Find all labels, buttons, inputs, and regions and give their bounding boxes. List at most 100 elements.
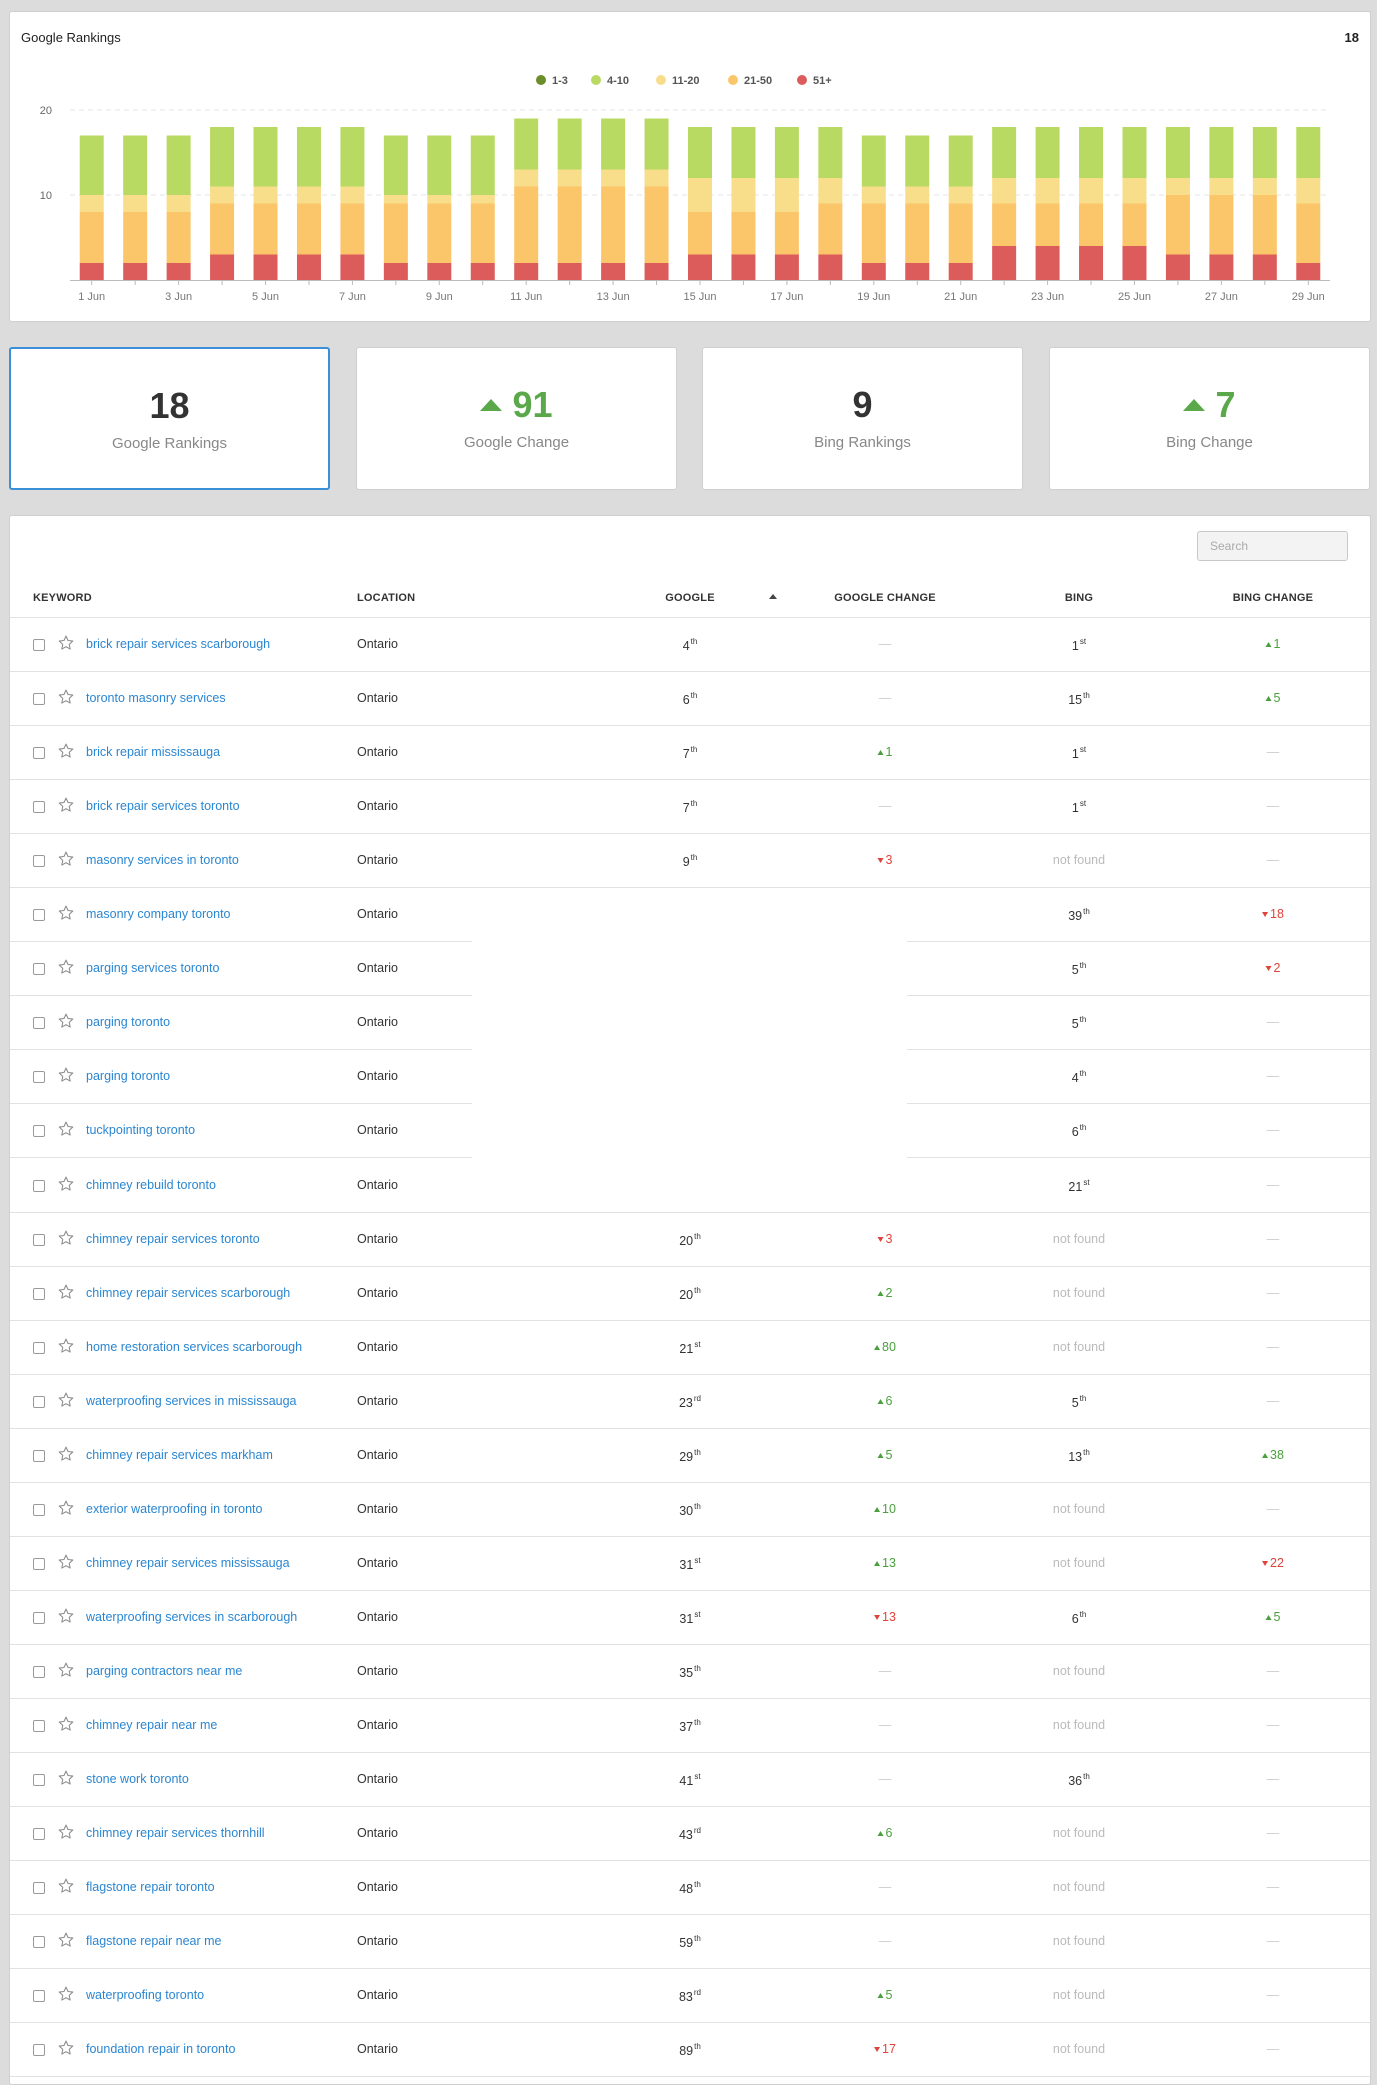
bar-segment-11-20[interactable] xyxy=(774,178,799,212)
favorite-star-icon[interactable] xyxy=(57,688,75,706)
table-row[interactable]: brick repair services scarborough Ontario… xyxy=(10,618,1370,672)
column-header-bing-change[interactable]: BING CHANGE xyxy=(1232,592,1314,604)
bar-segment-21-50[interactable] xyxy=(992,203,1017,247)
bar-segment-11-20[interactable] xyxy=(514,169,539,187)
bar-segment-51+[interactable] xyxy=(296,254,321,281)
favorite-star-icon[interactable] xyxy=(57,1337,75,1355)
keyword-link[interactable]: foundation repair in toronto xyxy=(86,2042,236,2057)
keyword-link[interactable]: chimney repair services thornhill xyxy=(86,1826,265,1841)
keyword-link[interactable]: chimney rebuild toronto xyxy=(86,1177,216,1192)
search-input[interactable] xyxy=(1197,531,1348,561)
bar-segment-51+[interactable] xyxy=(79,263,104,280)
bar-segment-51+[interactable] xyxy=(1035,246,1060,280)
row-checkbox[interactable] xyxy=(33,639,45,651)
favorite-star-icon[interactable] xyxy=(57,1499,75,1517)
bar-segment-21-50[interactable] xyxy=(905,203,930,264)
favorite-star-icon[interactable] xyxy=(57,1823,75,1841)
bar-segment-11-20[interactable] xyxy=(296,186,321,204)
bar-segment-4-10[interactable] xyxy=(253,127,278,187)
bar-segment-11-20[interactable] xyxy=(557,169,582,187)
bar-segment-4-10[interactable] xyxy=(688,127,712,178)
bar-segment-21-50[interactable] xyxy=(1296,203,1321,264)
bar-segment-51+[interactable] xyxy=(948,263,973,280)
keyword-link[interactable]: chimney repair services markham xyxy=(86,1447,273,1462)
legend-marker-21-50[interactable] xyxy=(728,75,738,85)
bar-segment-11-20[interactable] xyxy=(1035,178,1060,204)
bar-segment-51+[interactable] xyxy=(340,254,365,281)
row-checkbox[interactable] xyxy=(33,1233,45,1246)
bar-segment-21-50[interactable] xyxy=(210,203,235,255)
keyword-link[interactable]: flagstone repair toronto xyxy=(86,1880,215,1895)
bar-segment-51+[interactable] xyxy=(1252,254,1277,281)
row-checkbox[interactable] xyxy=(33,1665,45,1678)
stat-card-google-change[interactable]: 91 Google Change xyxy=(356,347,677,490)
row-checkbox[interactable] xyxy=(33,1936,45,1949)
bar-segment-4-10[interactable] xyxy=(1252,127,1277,178)
favorite-star-icon[interactable] xyxy=(57,1391,75,1409)
bar-segment-4-10[interactable] xyxy=(992,127,1017,178)
favorite-star-icon[interactable] xyxy=(57,1066,75,1084)
column-header-google-change[interactable]: GOOGLE CHANGE xyxy=(834,592,936,604)
table-row[interactable]: parging toronto Ontario 4th — xyxy=(10,1050,1370,1105)
bar-segment-4-10[interactable] xyxy=(383,135,408,196)
table-row[interactable]: flagstone repair toronto Ontario 48th — not … xyxy=(10,1861,1370,1916)
bar-segment-51+[interactable] xyxy=(861,263,886,280)
bar-segment-51+[interactable] xyxy=(427,263,452,280)
keyword-link[interactable]: parging toronto xyxy=(86,1015,171,1030)
bar-segment-4-10[interactable] xyxy=(861,135,886,187)
bar-segment-4-10[interactable] xyxy=(818,127,843,178)
favorite-star-icon[interactable] xyxy=(57,1769,75,1787)
bar-segment-4-10[interactable] xyxy=(774,127,799,178)
legend-label-4-10[interactable]: 4-10 xyxy=(607,75,629,87)
table-row[interactable]: parging toronto Ontario 5th — xyxy=(10,996,1370,1051)
table-row[interactable]: chimney repair near me Ontario 37th — not fo… xyxy=(10,1699,1370,1753)
bar-segment-4-10[interactable] xyxy=(79,135,104,196)
keyword-link[interactable]: masonry company toronto xyxy=(86,907,231,922)
bar-segment-51+[interactable] xyxy=(123,263,148,280)
bar-segment-11-20[interactable] xyxy=(1209,178,1234,195)
favorite-star-icon[interactable] xyxy=(57,958,75,976)
favorite-star-icon[interactable] xyxy=(57,1877,75,1895)
bar-segment-51+[interactable] xyxy=(992,246,1017,280)
bar-segment-51+[interactable] xyxy=(731,254,756,281)
bar-segment-51+[interactable] xyxy=(601,263,626,280)
favorite-star-icon[interactable] xyxy=(57,1931,75,1949)
bar-segment-11-20[interactable] xyxy=(731,178,756,212)
favorite-star-icon[interactable] xyxy=(57,1283,75,1301)
bar-segment-21-50[interactable] xyxy=(470,203,495,264)
favorite-star-icon[interactable] xyxy=(57,1229,75,1247)
keyword-link[interactable]: waterproofing services in scarborough xyxy=(86,1609,298,1624)
favorite-star-icon[interactable] xyxy=(57,1715,75,1733)
bar-segment-21-50[interactable] xyxy=(688,212,712,255)
keyword-link[interactable]: chimney repair near me xyxy=(86,1718,218,1732)
bar-segment-21-50[interactable] xyxy=(79,212,104,263)
table-row[interactable]: masonry company toronto Ontario 39th 18 xyxy=(10,888,1370,943)
bar-segment-4-10[interactable] xyxy=(1209,127,1234,178)
favorite-star-icon[interactable] xyxy=(57,2039,75,2057)
bar-segment-4-10[interactable] xyxy=(948,135,973,187)
table-row[interactable]: parging services toronto Ontario 5th 2 xyxy=(10,942,1370,997)
table-row[interactable]: flagstone repair near me Ontario 59th — not … xyxy=(10,1915,1370,1970)
bar-segment-21-50[interactable] xyxy=(383,203,408,264)
table-row[interactable]: chimney repair services scarborough Ontar… xyxy=(10,1267,1370,1321)
table-row[interactable]: home restoration services scarborough Ont… xyxy=(10,1321,1370,1375)
favorite-star-icon[interactable] xyxy=(57,904,75,922)
table-row[interactable]: chimney repair services markham Ontario 29… xyxy=(10,1429,1370,1483)
row-checkbox[interactable] xyxy=(33,1341,45,1354)
bar-segment-21-50[interactable] xyxy=(861,203,886,264)
keyword-link[interactable]: brick repair mississauga xyxy=(86,745,221,760)
row-checkbox[interactable] xyxy=(33,1287,45,1300)
keyword-link[interactable]: chimney repair services toronto xyxy=(86,1231,260,1246)
bar-segment-11-20[interactable] xyxy=(1296,178,1321,204)
legend-label-51+[interactable]: 51+ xyxy=(813,75,832,87)
table-row[interactable]: tuckpointing toronto Ontario 6th — xyxy=(10,1104,1370,1159)
legend-label-1-3[interactable]: 1-3 xyxy=(552,75,568,87)
table-row[interactable]: foundation repair in toronto Ontario 89th 1… xyxy=(10,2023,1370,2078)
stat-card-bing-change[interactable]: 7 Bing Change xyxy=(1049,347,1370,490)
column-header-bing[interactable]: BING xyxy=(1064,592,1094,604)
bar-segment-21-50[interactable] xyxy=(1079,203,1104,247)
table-row[interactable]: parging contractors near me Ontario 35th — n… xyxy=(10,1645,1370,1699)
stat-card-google-rankings[interactable]: 18 Google Rankings xyxy=(9,347,330,490)
bar-segment-4-10[interactable] xyxy=(905,135,930,187)
bar-segment-11-20[interactable] xyxy=(861,186,886,204)
